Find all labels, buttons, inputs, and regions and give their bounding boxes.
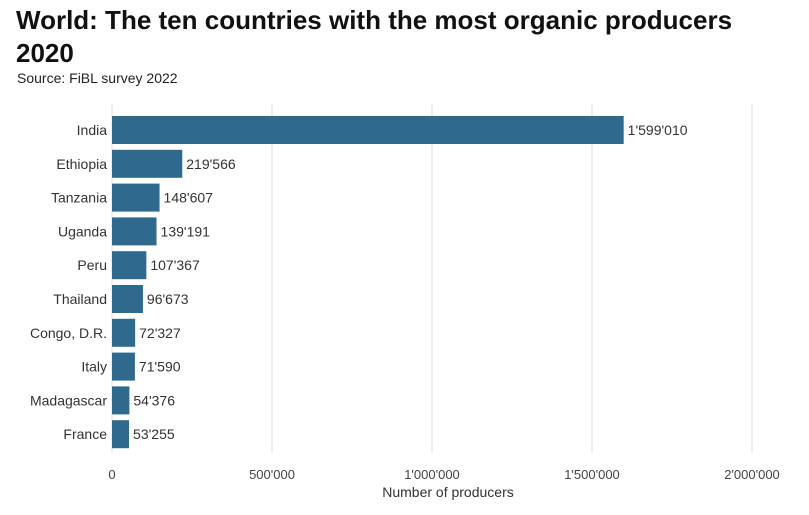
bar-4 [112, 251, 147, 280]
value-label-6: 72'327 [139, 325, 181, 341]
chart-title: World: The ten countries with the most o… [16, 5, 733, 68]
x-tick-label-0: 0 [108, 467, 115, 482]
bar-1 [112, 149, 183, 178]
value-label-3: 139'191 [161, 223, 211, 239]
value-label-4: 107'367 [150, 257, 200, 273]
bar-9 [112, 420, 130, 449]
category-label-4: Peru [77, 257, 107, 273]
value-label-9: 53'255 [133, 426, 175, 442]
value-labels: 1'599'010 219'566 148'607 139'191 107'367 96'… [133, 122, 688, 442]
category-label-1: Ethiopia [56, 156, 107, 172]
x-axis-title: Number of producers [382, 484, 514, 500]
chart-source: Source: FiBL survey 2022 [17, 70, 178, 86]
value-label-1: 219'566 [186, 156, 236, 172]
bar-3 [112, 217, 157, 246]
x-tick-label-1: 500'000 [249, 467, 295, 482]
x-tick-label-2: 1'000'000 [404, 467, 460, 482]
bar-2 [112, 183, 160, 212]
x-axis-ticks: 0 500'000 1'000'000 1'500'000 2'000'000 [108, 467, 779, 482]
x-tick-label-3: 1'500'000 [564, 467, 620, 482]
bar-6 [112, 318, 136, 347]
category-label-0: India [77, 122, 108, 138]
bar-8 [112, 386, 130, 415]
category-label-3: Uganda [58, 223, 107, 239]
value-label-8: 54'376 [133, 392, 175, 408]
category-label-5: Thailand [53, 291, 107, 307]
category-labels: India Ethiopia Tanzania Uganda Peru Thailand C… [30, 122, 107, 442]
category-label-6: Congo, D.R. [30, 325, 107, 341]
x-tick-label-4: 2'000'000 [724, 467, 780, 482]
category-label-9: France [63, 426, 107, 442]
value-label-2: 148'607 [164, 190, 214, 206]
bar-7 [112, 352, 135, 381]
category-label-7: Italy [81, 359, 107, 375]
bars [112, 116, 624, 449]
bar-5 [112, 285, 143, 313]
category-label-8: Madagascar [30, 392, 107, 408]
category-label-2: Tanzania [51, 190, 107, 206]
value-label-7: 71'590 [139, 359, 181, 375]
value-label-5: 96'673 [147, 291, 189, 307]
bar-0 [112, 116, 624, 144]
value-label-0: 1'599'010 [628, 122, 688, 138]
